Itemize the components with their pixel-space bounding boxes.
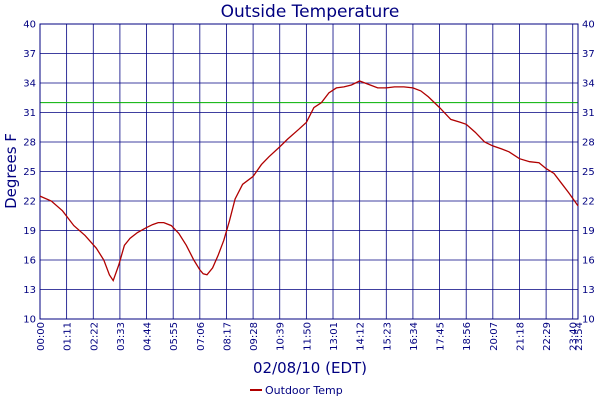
y-tick-label: 19 <box>23 226 36 237</box>
y-axis-title: Degrees F <box>2 133 20 209</box>
x-tick-label: 15:23 <box>382 322 393 351</box>
y-tick-label: 37 <box>23 49 36 60</box>
legend: Outdoor Temp <box>250 384 343 397</box>
y-tick-label-right: 31 <box>582 108 595 119</box>
y-tick-label-right: 40 <box>582 20 595 31</box>
x-tick-label: 05:55 <box>169 322 180 351</box>
x-tick-label: 02:22 <box>89 322 100 351</box>
x-tick-label: 16:34 <box>409 322 420 351</box>
x-tick-label: 18:56 <box>462 322 473 351</box>
y-tick-label: 28 <box>23 138 36 149</box>
x-tick-label: 09:28 <box>249 322 260 351</box>
x-tick-label: 00:00 <box>36 322 47 351</box>
series-line-outdoor-temp <box>39 80 579 283</box>
y-tick-label: 13 <box>23 285 36 296</box>
x-tick-label: 23:40 <box>569 322 580 351</box>
y-tick-label: 25 <box>23 167 36 178</box>
y-tick-label-right: 22 <box>582 197 595 208</box>
x-tick-label: 17:45 <box>436 322 447 351</box>
x-tick-label: 13:01 <box>329 322 340 351</box>
x-tick-label: 23:54 <box>574 322 585 351</box>
y-tick-label-right: 34 <box>582 79 595 90</box>
chart-title: Outside Temperature <box>221 2 400 22</box>
x-tick-label: 04:44 <box>143 322 154 351</box>
plot-frame <box>39 23 579 320</box>
y-tick-label-right: 25 <box>582 167 595 178</box>
y-tick-label-right: 28 <box>582 138 595 149</box>
x-tick-label: 03:33 <box>116 322 127 351</box>
y-tick-label-right: 19 <box>582 226 595 237</box>
x-tick-label: 22:29 <box>542 322 553 351</box>
y-tick-label: 22 <box>23 197 36 208</box>
y-tick-label: 34 <box>23 79 36 90</box>
y-tick-label: 40 <box>23 20 36 31</box>
y-tick-label-right: 16 <box>582 256 595 267</box>
x-tick-label: 21:18 <box>515 322 526 351</box>
x-tick-label: 08:17 <box>222 322 233 351</box>
x-tick-label: 20:07 <box>489 322 500 351</box>
x-tick-label: 14:12 <box>356 322 367 351</box>
x-axis-title: 02/08/10 (EDT) <box>253 359 367 377</box>
y-tick-label: 10 <box>23 315 36 326</box>
y-tick-label-right: 37 <box>582 49 595 60</box>
y-axis-right: 10 13 16 19 22 25 28 31 34 37 40 <box>582 20 595 326</box>
y-tick-label-right: 10 <box>582 315 595 326</box>
y-tick-label-right: 13 <box>582 285 595 296</box>
x-tick-label: 10:39 <box>276 322 287 351</box>
x-axis: 00:00 01:11 02:22 03:33 04:44 05:55 07:06 08:17… <box>36 322 585 351</box>
y-tick-label: 31 <box>23 108 36 119</box>
x-tick-label: 11:50 <box>302 322 313 351</box>
legend-label: Outdoor Temp <box>265 384 343 397</box>
x-tick-label: 01:11 <box>63 322 74 351</box>
x-tick-label: 07:06 <box>196 322 207 351</box>
y-tick-label: 16 <box>23 256 36 267</box>
y-axis-left: 10 13 16 19 22 25 28 31 34 37 40 <box>23 20 36 326</box>
